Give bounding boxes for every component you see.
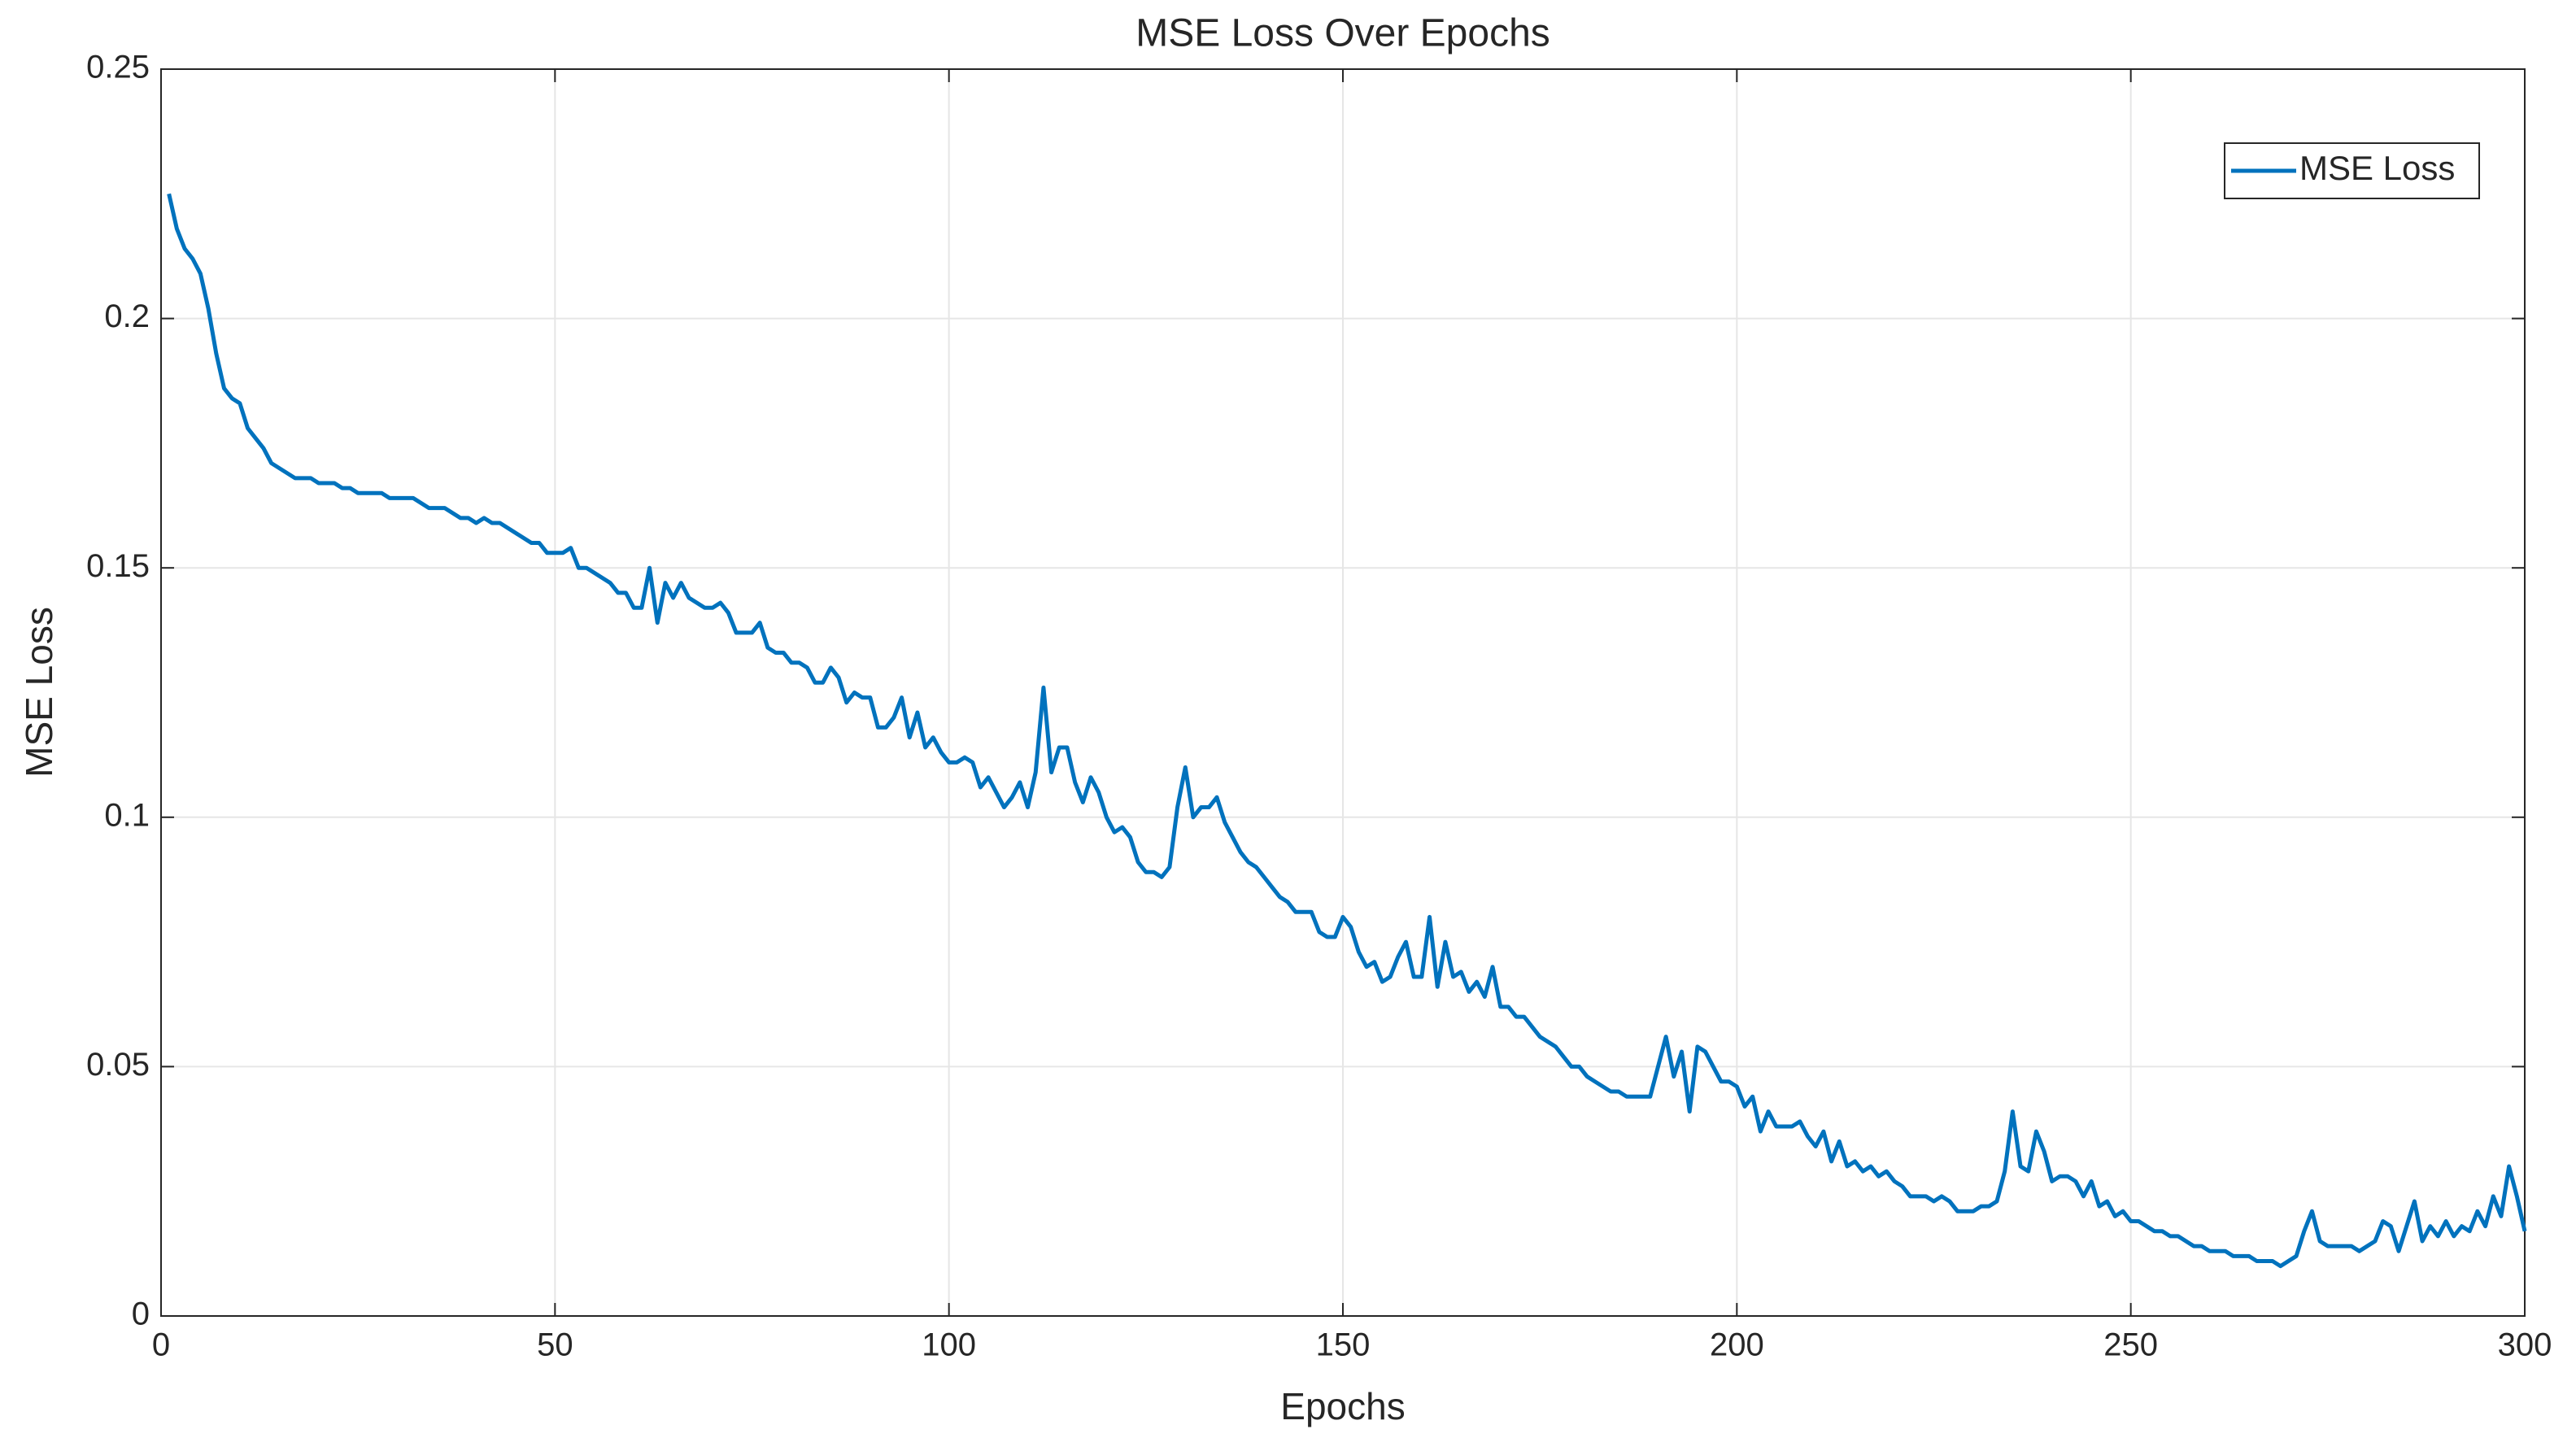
- chart-title: MSE Loss Over Epochs: [1135, 12, 1550, 55]
- y-tick-label: 0.2: [104, 298, 150, 334]
- y-tick-label: 0.15: [86, 548, 150, 584]
- x-tick-label: 50: [537, 1327, 573, 1363]
- x-tick-label: 250: [2103, 1327, 2158, 1363]
- y-axis-label: MSE Loss: [18, 607, 60, 778]
- y-tick-label: 0.25: [86, 50, 150, 85]
- plot-frame: [160, 68, 2526, 1317]
- data-line: [167, 193, 2527, 1269]
- y-tick-label: 0.05: [86, 1047, 150, 1083]
- x-tick-label: 0: [152, 1327, 170, 1363]
- x-tick-label: 100: [922, 1327, 976, 1363]
- legend-label: MSE Loss: [2299, 149, 2455, 187]
- y-tick-label: 0: [132, 1296, 150, 1332]
- x-tick-label: 200: [1710, 1327, 1764, 1363]
- y-tick-label: 0.1: [104, 797, 150, 833]
- x-axis-label: Epochs: [1280, 1385, 1405, 1427]
- x-tick-label: 300: [2498, 1327, 2552, 1363]
- x-tick-label: 150: [1316, 1327, 1371, 1363]
